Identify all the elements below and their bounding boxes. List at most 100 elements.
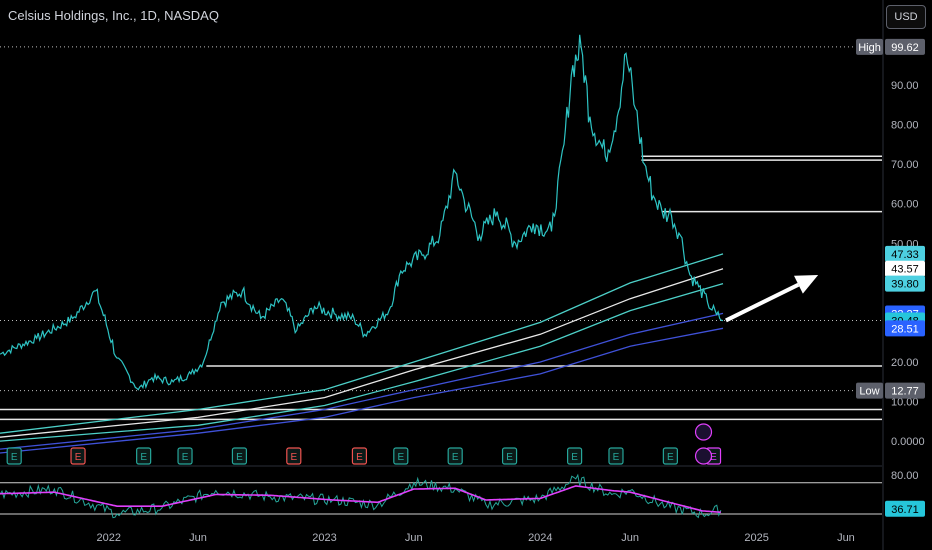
arrow-shaft — [725, 282, 800, 323]
rsi-value-box — [885, 500, 925, 517]
price-series — [0, 34, 724, 391]
grid-layer — [0, 0, 884, 550]
price-label: 47.33 — [885, 245, 925, 262]
earnings-badge — [662, 447, 678, 465]
earnings-marker[interactable]: E — [286, 447, 302, 465]
earnings-label: E — [236, 452, 243, 463]
price-line — [0, 34, 724, 391]
time-tick-label: Jun — [189, 532, 207, 544]
earnings-badge — [501, 447, 518, 465]
horizontal-lines — [0, 46, 882, 421]
moving-average-line — [0, 327, 724, 454]
earnings-marker[interactable]: E — [608, 447, 624, 465]
earnings-label: E — [356, 452, 363, 463]
time-tick-label: Jun — [837, 532, 855, 544]
earnings-badge — [136, 447, 152, 465]
currency-button[interactable]: USD — [886, 5, 926, 29]
price-label-tag-box — [856, 382, 883, 399]
dividend-event-icon — [694, 447, 713, 465]
earnings-marker[interactable]: E — [231, 447, 248, 465]
time-tick-label: Jun — [405, 532, 423, 544]
price-label-value: 99.62 — [891, 42, 919, 54]
earnings-label: E — [571, 452, 578, 463]
price-label-value: 28.51 — [891, 323, 919, 335]
price-label: 43.57 — [885, 260, 925, 277]
earnings-marker[interactable]: E — [501, 447, 518, 465]
price-tick-label: 0.0000 — [891, 436, 925, 448]
price-label-value: 12.77 — [891, 386, 919, 398]
price-label-box — [885, 275, 925, 292]
time-tick-label: Jun — [621, 532, 639, 544]
rsi-value-label: 36.71 — [885, 500, 925, 517]
rsi-line — [0, 473, 722, 519]
earnings-badge — [393, 447, 409, 465]
price-label-value: 47.33 — [891, 249, 919, 261]
price-tick-label: 60.00 — [891, 199, 919, 211]
projection-arrow — [725, 274, 819, 323]
earnings-badge — [6, 447, 22, 465]
time-tick-label: 2022 — [97, 532, 121, 544]
time-tick-label: 2024 — [528, 532, 552, 544]
earnings-marker[interactable]: E — [447, 447, 463, 465]
earnings-label: E — [290, 452, 297, 463]
time-axis: 2022 Jun 2023 Jun 2024 Jun 2025 Jun — [97, 532, 855, 544]
price-label: 99.62 High — [856, 38, 925, 55]
earnings-label: E — [11, 452, 18, 463]
moving-average-line — [0, 312, 724, 450]
rsi-signal-line — [0, 485, 721, 514]
price-label-tag: High — [858, 42, 881, 54]
earnings-badge — [567, 447, 583, 465]
chart-title: Celsius Holdings, Inc., 1D, NASDAQ — [8, 8, 219, 23]
earnings-marker[interactable]: E — [136, 447, 152, 465]
moving-average-line — [0, 282, 724, 442]
price-label-box — [885, 382, 925, 399]
price-label-box — [885, 245, 925, 262]
earnings-marker[interactable]: E — [351, 447, 368, 465]
earnings-badge — [177, 447, 193, 465]
price-label: 39.80 — [885, 275, 925, 292]
earnings-label: E — [613, 452, 620, 463]
price-label: 28.51 — [885, 320, 925, 337]
earnings-label: E — [710, 452, 717, 463]
price-label-tag-box — [856, 38, 883, 55]
time-tick-label: 2025 — [744, 532, 768, 544]
price-label: 12.77 Low — [856, 382, 925, 399]
price-labels: 99.62High47.3343.5739.8032.2730.4828.511… — [856, 38, 925, 517]
price-tick-label: 80.00 — [891, 120, 919, 132]
earnings-marker[interactable]: E — [393, 447, 409, 465]
moving-average-line — [0, 253, 724, 434]
price-tick-label: 10.00 — [891, 397, 919, 409]
moving-averages — [0, 253, 724, 454]
earnings-badge — [447, 447, 463, 465]
rsi-tick-label: 80.00 — [891, 470, 919, 482]
price-tick-label: 20.00 — [891, 357, 919, 369]
earnings-label: E — [667, 452, 674, 463]
earnings-marker[interactable]: E — [567, 447, 583, 465]
price-label-value: 39.80 — [891, 279, 919, 291]
earnings-badge — [608, 447, 624, 465]
earnings-label: E — [140, 452, 147, 463]
earnings-label: E — [75, 452, 82, 463]
earnings-marker[interactable]: E — [662, 447, 678, 465]
price-label-box — [885, 38, 925, 55]
price-label-box — [885, 260, 925, 277]
earnings-marker[interactable]: E — [70, 447, 86, 465]
earnings-badge — [231, 447, 248, 465]
price-label-box — [885, 320, 925, 337]
price-axis: 90.0080.0070.0060.0050.0020.0010.000.000… — [891, 80, 925, 482]
earnings-label: E — [397, 452, 404, 463]
rsi-value-text: 36.71 — [891, 504, 919, 516]
earnings-marker[interactable]: E — [6, 447, 22, 465]
earnings-label: E — [182, 452, 189, 463]
price-label-tag: Low — [859, 386, 879, 398]
earnings-badge — [70, 447, 86, 465]
moving-average-line — [0, 268, 724, 438]
earnings-marker[interactable]: E — [177, 447, 193, 465]
price-label-value: 43.57 — [891, 264, 919, 276]
earnings-label: E — [452, 452, 459, 463]
rsi-pane — [0, 473, 882, 519]
earnings-badge — [351, 447, 368, 465]
time-tick-label: 2023 — [312, 532, 336, 544]
